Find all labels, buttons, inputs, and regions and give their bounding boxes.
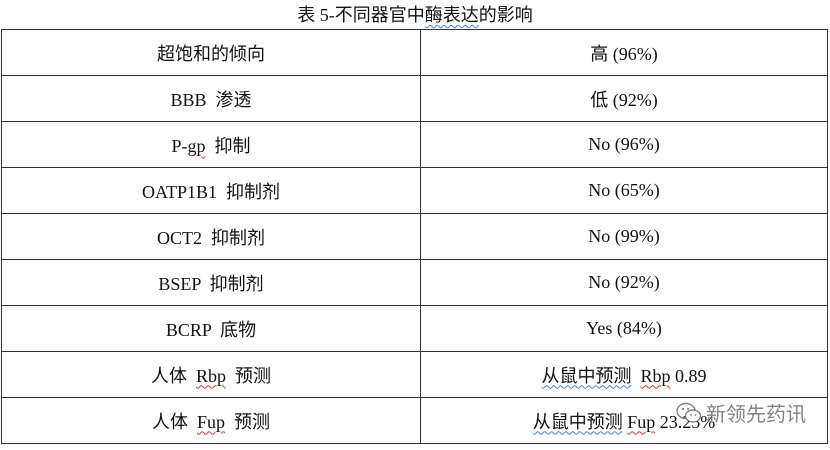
spellcheck-underlined-text: Fup xyxy=(627,411,656,432)
text-segment: 人体 xyxy=(151,411,197,432)
text-segment: BBB 渗透 xyxy=(170,89,252,110)
text-segment: BSEP 抑制剂 xyxy=(158,273,264,294)
text-segment: No (96%) xyxy=(588,134,660,154)
text-segment: OATP1B1 抑制剂 xyxy=(141,181,280,202)
wechat-icon xyxy=(676,402,702,423)
value-cell: 从鼠中预测 Rbp 0.89 xyxy=(420,351,828,398)
watermark: 新领先药讯 xyxy=(676,398,806,427)
property-cell: OATP1B1 抑制剂 xyxy=(1,167,421,214)
value-cell: No (99%) xyxy=(420,213,828,260)
text-segment: Yes (84%) xyxy=(586,318,662,338)
spellcheck-underlined-text: Rbp xyxy=(640,365,671,386)
text-segment: P- xyxy=(171,135,188,156)
text-segment: No (65%) xyxy=(588,180,660,200)
table-row: BSEP 抑制剂 No (92%) xyxy=(1,259,828,306)
value-cell: 从鼠中预测 Fup 23.25% xyxy=(420,397,828,444)
text-segment: 0.89 xyxy=(670,365,707,386)
data-table: 超饱和的倾向 高 (96%) BBB 渗透 低 (92%) P-gp 抑制 No (96%… xyxy=(1,29,828,444)
value-cell: Yes (84%) xyxy=(420,305,828,352)
table-row: 超饱和的倾向 高 (96%) xyxy=(1,29,828,76)
table-row: 人体 Fup 预测 从鼠中预测 Fup 23.25% xyxy=(1,397,828,444)
spellcheck-underlined-text: Fup xyxy=(196,411,225,432)
property-cell: 超饱和的倾向 xyxy=(1,29,421,76)
property-cell: BCRP 底物 xyxy=(1,305,421,352)
text-segment: 23.25% xyxy=(655,411,716,432)
text-segment: No (92%) xyxy=(588,272,660,292)
table-row: BBB 渗透 低 (92%) xyxy=(1,75,828,122)
text-segment: 人体 xyxy=(150,365,196,386)
property-cell: BSEP 抑制剂 xyxy=(1,259,421,306)
text-segment: 低 (92%) xyxy=(590,89,658,110)
watermark-text: 新领先药讯 xyxy=(706,402,806,426)
spellcheck-underlined-text: 酶表达 xyxy=(424,5,479,25)
text-segment: No (99%) xyxy=(588,226,660,246)
table-row: OCT2 抑制剂 No (99%) xyxy=(1,213,828,260)
table-title: 表 5-不同器官中酶表达的影响 xyxy=(0,3,830,27)
value-cell: No (92%) xyxy=(420,259,828,306)
table-row: BCRP 底物 Yes (84%) xyxy=(1,305,828,352)
spellcheck-underlined-text: 从鼠中预测 xyxy=(541,365,632,386)
text-segment: BCRP 底物 xyxy=(165,319,257,340)
table-row: OATP1B1 抑制剂 No (65%) xyxy=(1,167,828,214)
spellcheck-underlined-text: 从鼠中预测 xyxy=(532,411,623,432)
text-segment: 预测 xyxy=(225,411,270,432)
property-cell: BBB 渗透 xyxy=(1,75,421,122)
value-cell: 低 (92%) xyxy=(420,75,828,122)
value-cell: No (96%) xyxy=(420,121,828,168)
table-row: 人体 Rbp 预测 从鼠中预测 Rbp 0.89 xyxy=(1,351,828,398)
table-row: P-gp 抑制 No (96%) xyxy=(1,121,828,168)
value-cell: 高 (96%) xyxy=(420,29,828,76)
text-segment: 抑制 xyxy=(205,135,251,156)
property-cell: OCT2 抑制剂 xyxy=(1,213,421,260)
text-segment: OCT2 抑制剂 xyxy=(157,227,265,248)
text-segment: 预测 xyxy=(226,365,271,386)
text-segment: 的影响 xyxy=(478,5,533,25)
property-cell: 人体 Fup 预测 xyxy=(1,397,421,444)
property-cell: 人体 Rbp 预测 xyxy=(1,351,421,398)
text-segment: 表 5-不同器官中 xyxy=(297,5,425,25)
spellcheck-underlined-text: gp xyxy=(187,135,206,156)
text-segment: 高 (96%) xyxy=(590,43,658,64)
value-cell: No (65%) xyxy=(420,167,828,214)
spellcheck-underlined-text: Rbp xyxy=(195,365,226,386)
property-cell: P-gp 抑制 xyxy=(1,121,421,168)
text-segment: 超饱和的倾向 xyxy=(157,43,265,64)
